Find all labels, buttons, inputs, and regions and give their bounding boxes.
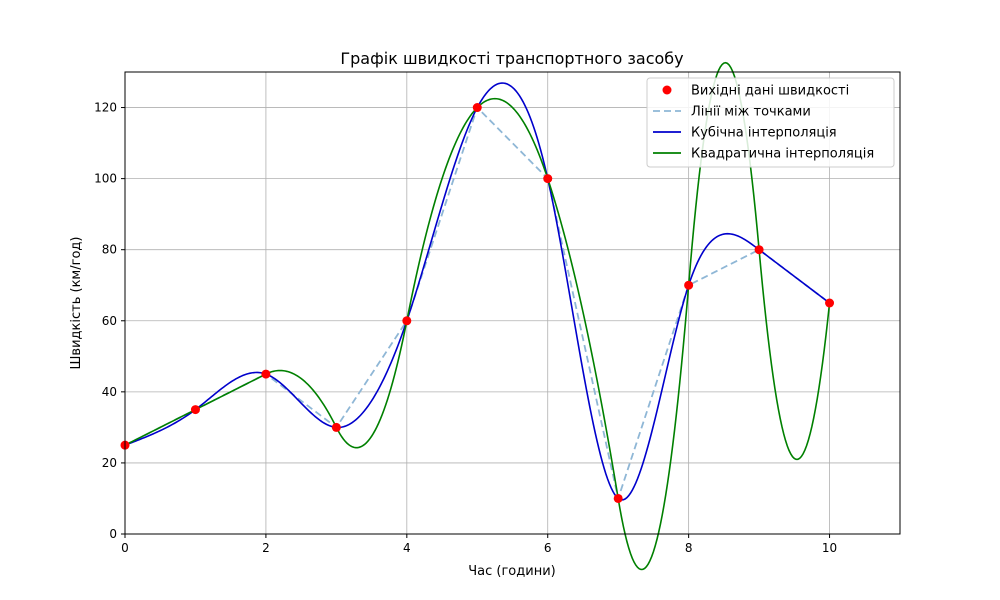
y-tick-label: 100 (94, 172, 117, 186)
x-tick-label: 10 (822, 541, 837, 555)
data-point (754, 245, 764, 255)
data-point (613, 493, 623, 503)
legend-label: Вихідні дані швидкості (691, 84, 849, 99)
data-point (402, 316, 412, 326)
y-tick-label: 60 (102, 314, 117, 328)
y-tick-label: 20 (102, 456, 117, 470)
y-tick-label: 0 (109, 527, 117, 541)
data-point (825, 298, 835, 308)
x-tick-label: 0 (121, 541, 129, 555)
data-point (543, 174, 553, 184)
y-axis-title: Швидкість (км/год) (69, 237, 84, 370)
data-point (684, 280, 694, 290)
legend-marker-scatter (662, 85, 672, 95)
x-tick-label: 6 (544, 541, 552, 555)
y-tick-label: 40 (102, 385, 117, 399)
x-tick-label: 2 (262, 541, 270, 555)
x-tick-label: 4 (403, 541, 411, 555)
data-point (472, 103, 482, 113)
data-point (261, 369, 271, 379)
legend-label: Лінії між точками (691, 105, 811, 120)
x-tick-label: 8 (685, 541, 693, 555)
y-tick-label: 80 (102, 243, 117, 257)
legend-label: Кубічна інтерполяція (691, 126, 837, 141)
legend-box (646, 77, 895, 168)
data-points (120, 103, 835, 503)
x-axis-title: Час (години) (468, 564, 555, 579)
y-tick-label: 120 (94, 101, 117, 115)
legend: Вихідні дані швидкості Лінії між точками К… (646, 77, 895, 168)
plot-frame (124, 71, 901, 535)
legend-label: Квадратична інтерполяція (691, 147, 874, 162)
data-point (190, 405, 200, 415)
chart-title: Графік швидкості транспортного засобу (340, 49, 683, 68)
data-point (331, 422, 341, 432)
